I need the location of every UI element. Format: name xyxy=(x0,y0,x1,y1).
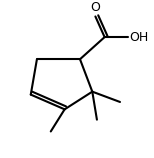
Text: O: O xyxy=(90,0,100,14)
Text: OH: OH xyxy=(129,31,148,44)
